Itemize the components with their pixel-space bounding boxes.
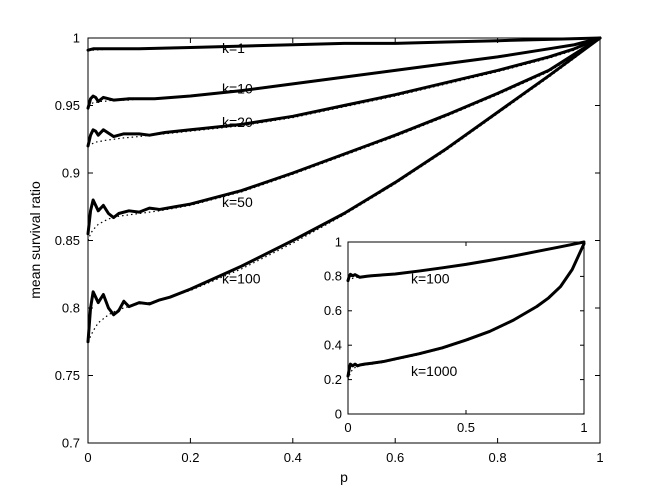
main-x-tick-label: 0.6 (386, 450, 404, 465)
main-y-tick-label: 0.95 (55, 98, 80, 113)
inset-y-tick-label: 0.8 (324, 269, 342, 284)
inset-series-k100-line (346, 240, 586, 283)
inset-chart: 0 0.5 1 0 0.2 0.4 0.6 0.8 1 k=100 k=1000 (324, 234, 588, 435)
main-series-k20-line (86, 36, 602, 148)
inset-y-tick-label: 0.2 (324, 372, 342, 387)
main-series-k50-line (86, 36, 602, 236)
main-series-k1-label: k=1 (222, 40, 245, 56)
inset-series-group: k=100 k=1000 (346, 240, 586, 380)
inset-y-tick-label: 0.4 (324, 338, 342, 353)
main-series-k20-label: k=20 (222, 114, 253, 130)
main-series-k50-label: k=50 (222, 194, 253, 210)
main-x-axis-title: p (340, 469, 348, 485)
inset-x-tick-label: 1 (580, 420, 587, 435)
inset-x-tick-label: 0.5 (457, 420, 475, 435)
inset-series-k1000-label: k=1000 (411, 363, 458, 379)
main-x-tick-label: 0.4 (284, 450, 302, 465)
inset-plot-frame (347, 241, 585, 415)
main-series-k1-line (86, 36, 602, 52)
main-y-axis-title: mean survival ratio (27, 181, 43, 299)
main-x-tick-label: 1 (596, 450, 603, 465)
main-axis-ticks: 0 0.2 0.4 0.6 0.8 1 0.7 0.75 0.8 0.85 0.9 0.95 1 (55, 31, 604, 465)
main-series-k10-line (86, 36, 602, 110)
main-chart: 0 0.2 0.4 0.6 0.8 1 0.7 0.75 0.8 0.85 0.9 0.95 1 k=1… (27, 31, 604, 485)
inset-y-tick-label: 0.6 (324, 303, 342, 318)
main-series-k100-label: k=100 (222, 271, 261, 287)
main-series-k10-label: k=10 (222, 80, 253, 96)
main-x-tick-label: 0.2 (181, 450, 199, 465)
inset-axis-ticks: 0 0.5 1 0 0.2 0.4 0.6 0.8 1 (324, 234, 588, 435)
main-series-group: k=1 k=10 k=20 k=50 k=100 (86, 36, 602, 344)
main-y-tick-label: 1 (73, 31, 80, 46)
main-y-tick-label: 0.9 (62, 166, 80, 181)
main-y-tick-label: 0.75 (55, 368, 80, 383)
main-x-tick-label: 0.8 (489, 450, 507, 465)
inset-series-k1000-line (346, 242, 586, 378)
main-series-k100-line (86, 36, 602, 344)
main-series-k50-theory-line (87, 37, 601, 241)
inset-x-tick-label: 0 (344, 420, 351, 435)
inset-series-k100-label: k=100 (411, 270, 450, 286)
main-y-tick-label: 0.7 (62, 436, 80, 451)
main-series-k20-theory-line (87, 37, 601, 147)
main-x-tick-label: 0 (84, 450, 91, 465)
inset-y-tick-label: 0 (335, 406, 342, 421)
main-y-tick-label: 0.8 (62, 301, 80, 316)
main-y-tick-label: 0.85 (55, 233, 80, 248)
inset-y-tick-label: 1 (335, 234, 342, 249)
